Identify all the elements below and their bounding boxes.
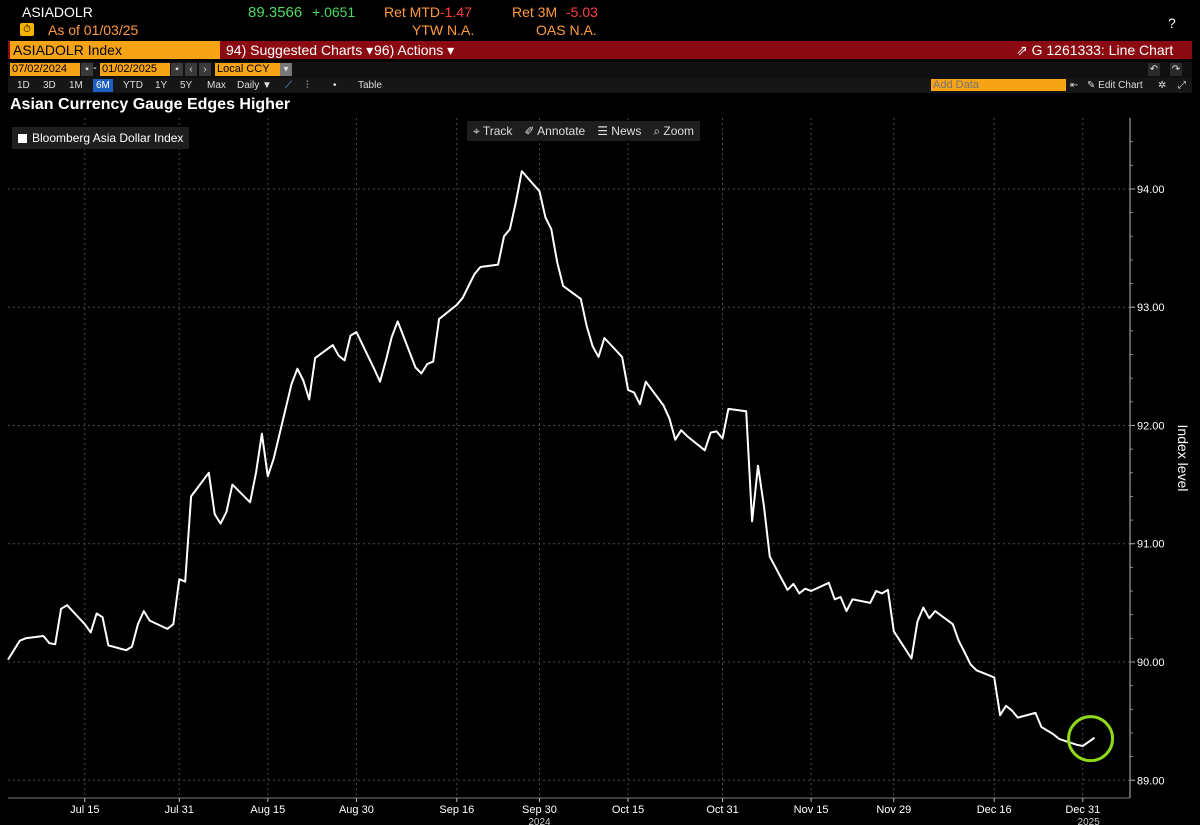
x-tick-label: Nov 29 [876, 804, 911, 816]
x-year-label: 2025 [1078, 817, 1101, 825]
next-period-icon[interactable]: › [199, 63, 211, 76]
redo-icon[interactable]: ↷ [1170, 63, 1182, 76]
currency-dropdown-icon[interactable]: ▾ [280, 63, 292, 76]
table-button[interactable]: Table [358, 80, 382, 91]
range-1m[interactable]: 1M [69, 80, 83, 91]
legend-label: Bloomberg Asia Dollar Index [32, 131, 184, 145]
zoom-button[interactable]: ⌕ Zoom [653, 124, 695, 138]
x-tick-label: Jul 15 [70, 804, 99, 816]
calendar-start-icon[interactable]: ▪ [81, 63, 93, 76]
y-tick-label: 94.00 [1137, 184, 1165, 196]
end-date-input[interactable]: 01/02/2025 [100, 63, 170, 76]
highlight-circle [1067, 715, 1115, 763]
y-tick-label: 91.00 [1137, 539, 1165, 551]
x-tick-label: Aug 30 [339, 804, 374, 816]
x-tick-label: Sep 30 [522, 804, 557, 816]
y-axis-label: Index level [1175, 425, 1191, 492]
security-field[interactable]: ASIADOLR Index [10, 41, 220, 59]
more-icon[interactable]: • [333, 80, 337, 91]
edit-chart-button[interactable]: ✎ Edit Chart [1087, 80, 1143, 91]
oas-value: OAS N.A. [536, 22, 597, 38]
command-bar [8, 41, 1192, 59]
calendar-end-icon[interactable]: ▪ [171, 63, 183, 76]
help-icon[interactable]: ? [1168, 15, 1176, 31]
x-year-label: 2024 [528, 817, 551, 825]
x-tick-label: Aug 15 [250, 804, 285, 816]
undo-icon[interactable]: ↶ [1148, 63, 1160, 76]
y-tick-label: 90.00 [1137, 657, 1165, 669]
x-tick-label: Dec 31 [1065, 804, 1100, 816]
legend-swatch [18, 134, 27, 143]
series-line [7, 170, 1096, 747]
news-button[interactable]: ☰ News [597, 124, 642, 138]
date-separator: - [93, 62, 97, 74]
ytw-value: YTW N.A. [412, 22, 475, 38]
line-chart-icon[interactable]: ⟋ [285, 80, 292, 91]
bar-chart-icon[interactable]: ⫶ [306, 80, 309, 91]
ret-3m-value: -5.03 [566, 4, 598, 20]
y-tick-label: 92.00 [1137, 420, 1165, 432]
x-tick-label: Oct 15 [612, 804, 644, 816]
add-data-input[interactable] [931, 79, 1066, 91]
range-6m[interactable]: 6M [93, 79, 113, 92]
legend[interactable]: Bloomberg Asia Dollar Index [12, 127, 190, 149]
range-3d[interactable]: 3D [43, 80, 56, 91]
ret-3m-label: Ret 3M [512, 4, 558, 20]
range-1y[interactable]: 1Y [155, 80, 168, 91]
range-max[interactable]: Max [207, 80, 226, 91]
chart-tools: ⌖ Track ✐ Annotate ☰ News ⌕ Zoom [467, 121, 701, 141]
ticker-label: ASIADOLR [22, 4, 93, 20]
suggested-charts-button[interactable]: 94) Suggested Charts ▾ [226, 42, 374, 58]
range-1d[interactable]: 1D [17, 80, 30, 91]
annotate-button[interactable]: ✐ Annotate [524, 124, 586, 138]
range-5y[interactable]: 5Y [180, 80, 193, 91]
y-tick-label: 93.00 [1137, 302, 1165, 314]
x-tick-label: Oct 31 [706, 804, 738, 816]
x-tick-label: Nov 15 [794, 804, 829, 816]
track-button[interactable]: ⌖ Track [473, 124, 513, 138]
ret-mtd-label: Ret MTD [384, 4, 440, 20]
ret-mtd-value: -1.47 [440, 4, 472, 20]
y-tick-label: 89.00 [1137, 775, 1165, 787]
calendar-icon[interactable]: ⏱ [20, 23, 34, 36]
actions-button[interactable]: 96) Actions ▾ [374, 42, 455, 58]
prev-period-icon[interactable]: ‹ [185, 63, 197, 76]
period-select[interactable]: Daily ▼ [237, 80, 272, 91]
header-bar [0, 0, 1200, 40]
chart-id-label[interactable]: ⇗ G 1261333: Line Chart [1016, 42, 1174, 58]
price-change: +.0651 [312, 4, 356, 20]
settings-icon[interactable]: ✲ [1158, 80, 1167, 91]
chart-title: Asian Currency Gauge Edges Higher [10, 96, 291, 113]
prev-icon[interactable]: ⇤ [1070, 80, 1079, 91]
expand-icon[interactable]: ⤢ [1178, 80, 1186, 91]
x-tick-label: Sep 16 [439, 804, 474, 816]
range-ytd[interactable]: YTD [123, 80, 143, 91]
currency-select[interactable]: Local CCY [215, 63, 291, 76]
range-bar [8, 78, 1192, 93]
x-tick-label: Jul 31 [165, 804, 194, 816]
x-tick-label: Dec 16 [977, 804, 1012, 816]
date-bar [8, 62, 1192, 78]
last-price: 89.3566 [248, 4, 303, 21]
start-date-input[interactable]: 07/02/2024 [10, 63, 80, 76]
as-of-date: As of 01/03/25 [48, 22, 139, 38]
